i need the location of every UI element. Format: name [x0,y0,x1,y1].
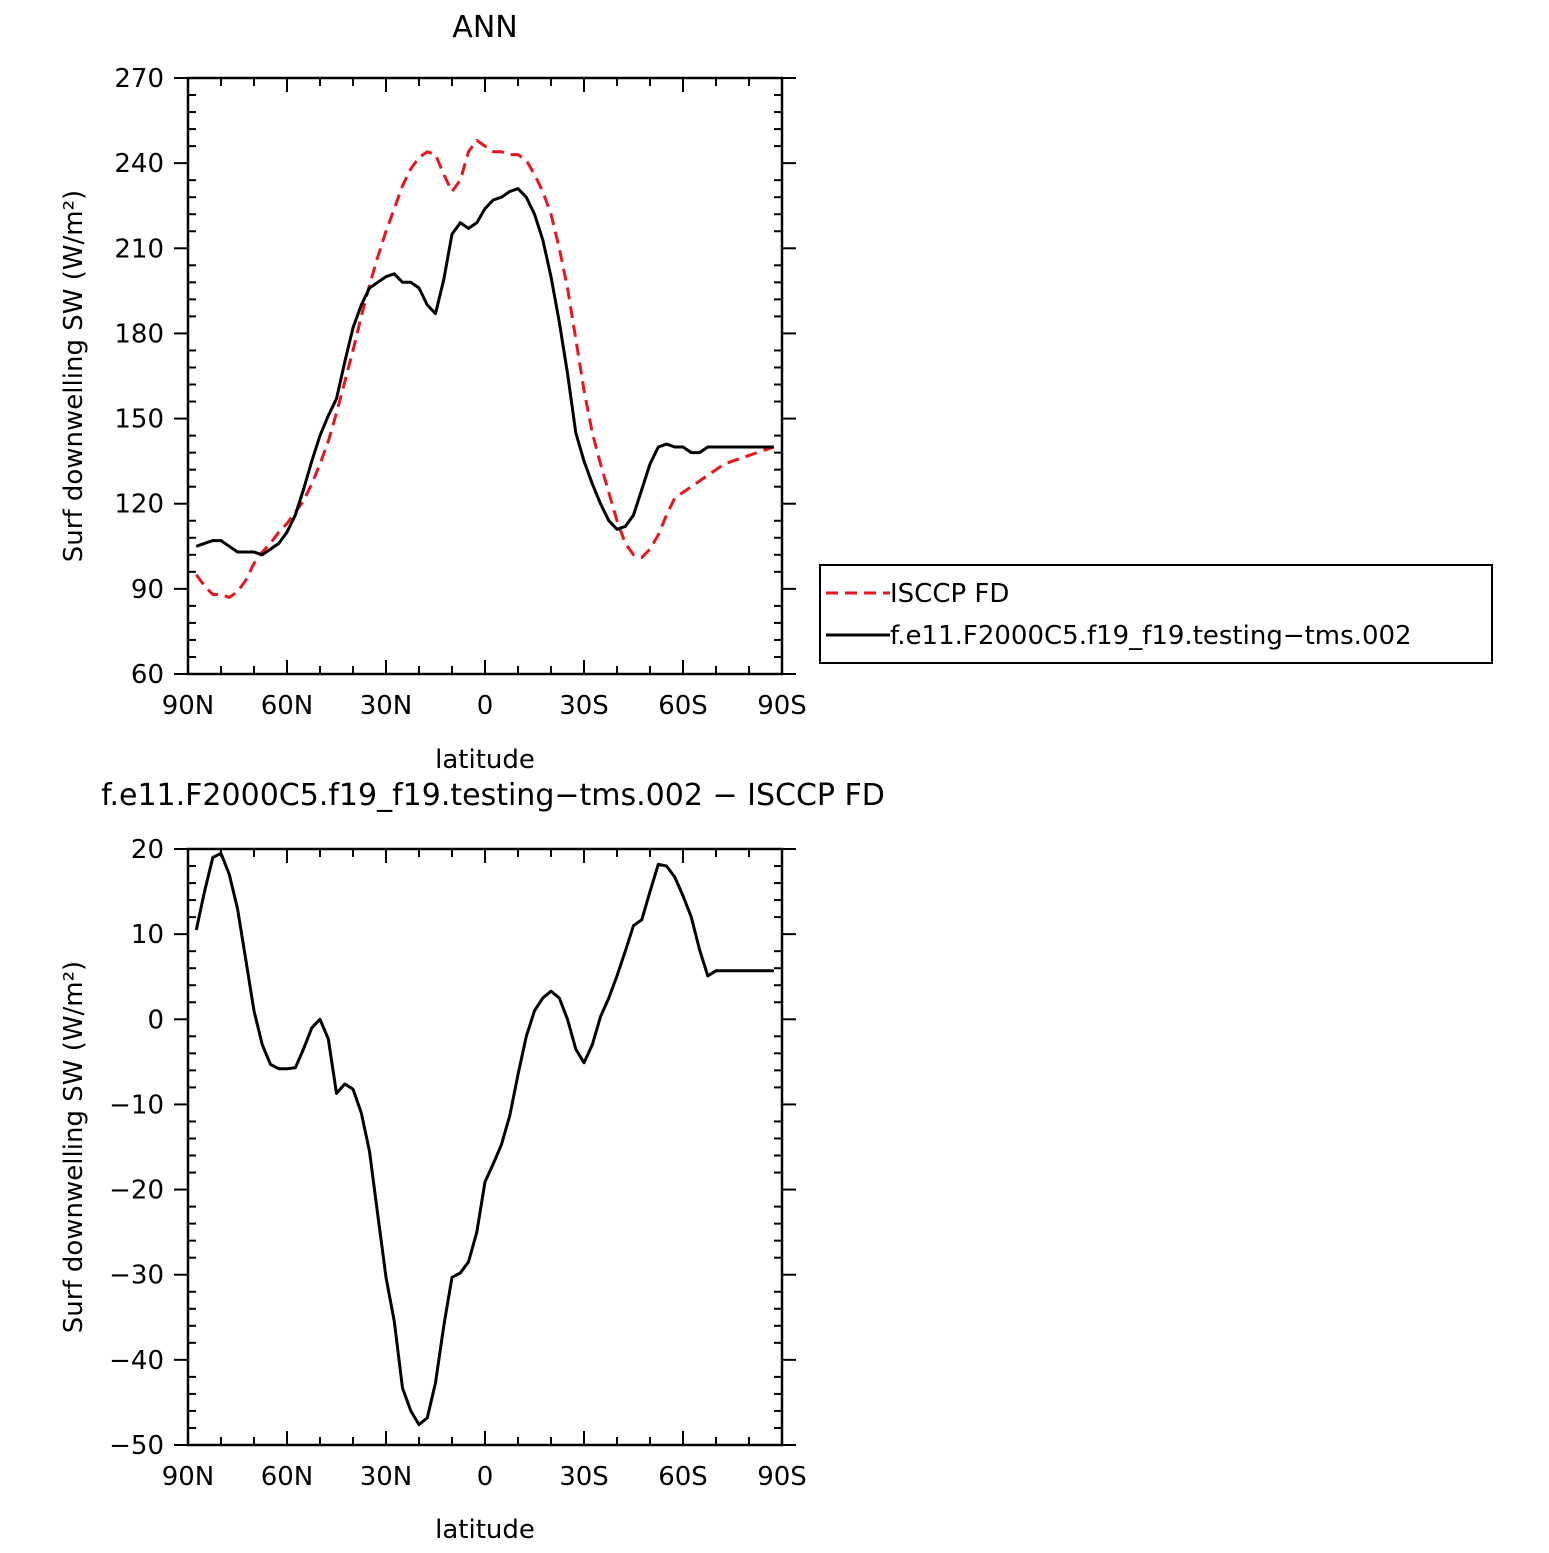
x-tick-label: 0 [477,1462,494,1492]
bottom-panel-frame [186,847,784,1447]
bottom-panel-ticks: 90N 60N 30N 0 30S 60S 90S −50 −40 −30 −20 −10 0 10 20 [109,835,807,1492]
x-tick-label: 30N [360,1462,413,1492]
bottom-panel-x-axis-label: latitude [435,1515,535,1545]
top-panel-y-axis-label: Surf downwelling SW (W/m²) [59,190,89,562]
x-tick-label: 30N [360,691,413,721]
legend-box [819,564,1493,664]
x-tick-label: 90S [757,1462,807,1492]
x-tick-label: 60N [261,1462,314,1492]
top-panel-title: ANN [452,10,517,45]
series-line-model [195,187,774,557]
top-panel-x-axis-label: latitude [435,745,535,775]
y-tick-label: 10 [131,920,164,950]
y-tick-label: −10 [109,1090,164,1120]
top-panel-frame [186,76,784,676]
y-tick-label: −30 [109,1261,164,1291]
legend-label-isccp-fd: ISCCP FD [890,579,1009,609]
top-panel: ANN latitude Surf downwelling SW (W/m²) … [59,10,807,775]
x-tick-label: 0 [477,691,494,721]
legend-label-model: f.e11.F2000C5.f19_f19.testing−tms.002 [890,621,1412,651]
bottom-panel-series [194,851,774,1427]
y-tick-label: 270 [114,64,164,94]
top-panel-series [195,138,775,599]
y-tick-label: −50 [109,1431,164,1461]
x-tick-label: 90N [162,691,215,721]
y-tick-label: 150 [114,405,164,435]
x-tick-label: 60S [658,1462,708,1492]
series-line-difference [194,851,774,1427]
y-tick-label: 20 [131,835,164,865]
y-tick-label: 240 [114,149,164,179]
x-tick-label: 30S [559,691,609,721]
y-tick-label: 0 [147,1005,164,1035]
y-tick-label: 90 [131,575,164,605]
x-tick-label: 60N [261,691,314,721]
top-panel-ticks: 90N 60N 30N 0 30S 60S 90S 60 90 120 150 180 210 240 27… [114,64,806,721]
x-tick-label: 60S [658,691,708,721]
bottom-panel-y-axis-label: Surf downwelling SW (W/m²) [59,961,89,1333]
y-tick-label: 120 [114,490,164,520]
y-tick-label: 210 [114,234,164,264]
x-tick-label: 30S [559,1462,609,1492]
y-tick-label: 60 [131,660,164,690]
y-tick-label: 180 [114,319,164,349]
y-tick-label: −20 [109,1176,164,1206]
series-line-isccp-fd [195,138,775,599]
y-tick-label: −40 [109,1346,164,1376]
x-tick-label: 90S [757,691,807,721]
legend: ISCCP FD f.e11.F2000C5.f19_f19.testing−t… [819,564,1493,664]
bottom-panel-title: f.e11.F2000C5.f19_f19.testing−tms.002 − … [101,778,885,813]
bottom-panel: f.e11.F2000C5.f19_f19.testing−tms.002 − … [59,778,885,1545]
x-tick-label: 90N [162,1462,215,1492]
